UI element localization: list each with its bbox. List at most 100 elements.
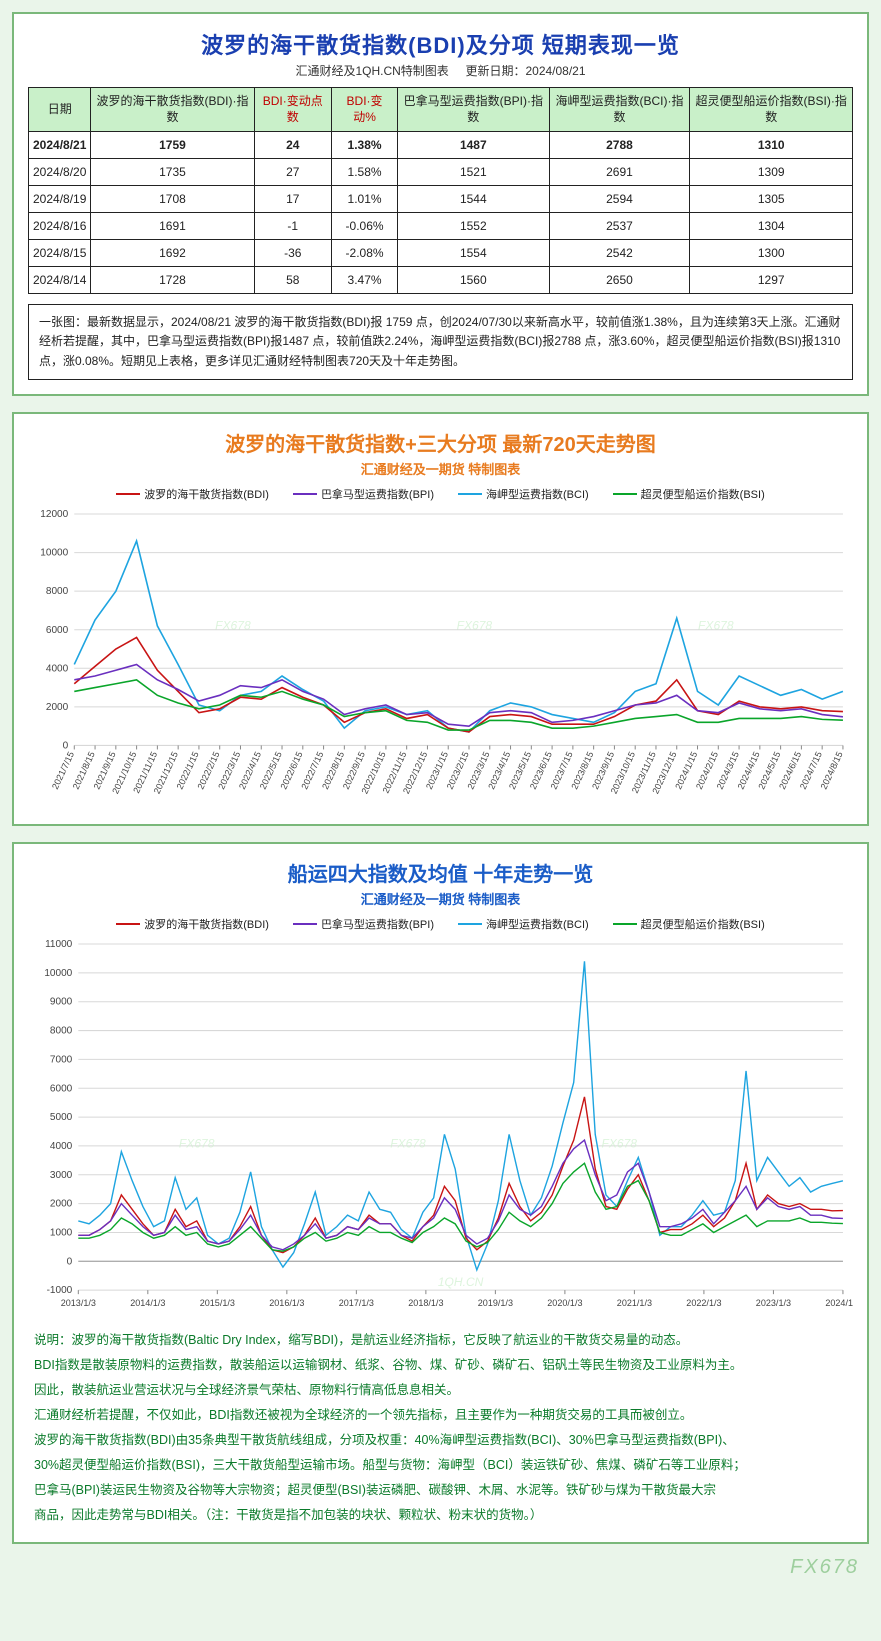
table-row: 2024/8/211759241.38%148727881310 xyxy=(29,132,853,159)
legend-item: 波罗的海干散货指数(BDI) xyxy=(116,486,269,502)
table-cell: 1297 xyxy=(690,267,853,294)
svg-text:2016/1/3: 2016/1/3 xyxy=(269,1298,304,1308)
table-description: 一张图：最新数据显示，2024/08/21 波罗的海干散货指数(BDI)报 17… xyxy=(28,304,853,380)
table-cell: 2650 xyxy=(549,267,690,294)
svg-text:4000: 4000 xyxy=(46,663,69,674)
footer-watermark: FX678 xyxy=(12,1556,869,1579)
legend-item: 超灵便型船运价指数(BSI) xyxy=(613,486,765,502)
svg-text:2000: 2000 xyxy=(46,702,69,713)
chart720-title: 波罗的海干散货指数+三大分项 最新720天走势图 xyxy=(28,428,853,457)
table-cell: 2024/8/20 xyxy=(29,159,91,186)
svg-text:FX678: FX678 xyxy=(601,1136,637,1150)
chart-720-panel: 波罗的海干散货指数+三大分项 最新720天走势图 汇通财经及一期货 特制图表 波… xyxy=(12,412,869,826)
table-cell: 1.58% xyxy=(331,159,397,186)
table-row: 2024/8/141728583.47%156026501297 xyxy=(29,267,853,294)
svg-text:4000: 4000 xyxy=(50,1141,73,1152)
table-header-cell: BDI·变动点数 xyxy=(254,88,331,132)
chart10y-title: 船运四大指数及均值 十年走势一览 xyxy=(28,858,853,887)
legend-item: 海岬型运费指数(BCI) xyxy=(458,916,589,932)
explain-line: BDI指数是散装原物料的运费指数，散装船运以运输钢材、纸浆、谷物、煤、矿砂、磷矿… xyxy=(34,1353,847,1378)
table-row: 2024/8/161691-1-0.06%155225371304 xyxy=(29,213,853,240)
explain-line: 30%超灵便型船运价指数(BSI)，三大干散货船型运输市场。船型与货物：海岬型（… xyxy=(34,1453,847,1478)
svg-text:9000: 9000 xyxy=(50,996,73,1007)
table-cell: 1759 xyxy=(91,132,254,159)
svg-text:FX678: FX678 xyxy=(698,618,734,632)
table-row: 2024/8/191708171.01%154425941305 xyxy=(29,186,853,213)
legend-swatch xyxy=(458,923,482,925)
explain-line: 汇通财经析若提醒，不仅如此，BDI指数还被视为全球经济的一个领先指标，且主要作为… xyxy=(34,1403,847,1428)
table-cell: 2594 xyxy=(549,186,690,213)
svg-text:2013/1/3: 2013/1/3 xyxy=(61,1298,96,1308)
explain-line: 波罗的海干散货指数(BDI)由35条典型干散货航线组成，分项及权重：40%海岬型… xyxy=(34,1428,847,1453)
svg-text:2017/1/3: 2017/1/3 xyxy=(339,1298,374,1308)
table-cell: 1.01% xyxy=(331,186,397,213)
subtitle-left: 汇通财经及1QH.CN特制图表 xyxy=(295,64,448,78)
table-cell: 1309 xyxy=(690,159,853,186)
legend-swatch xyxy=(293,923,317,925)
legend-label: 超灵便型船运价指数(BSI) xyxy=(641,486,765,502)
table-cell: 2024/8/19 xyxy=(29,186,91,213)
table-cell: 2024/8/15 xyxy=(29,240,91,267)
table-cell: 1708 xyxy=(91,186,254,213)
table-cell: 17 xyxy=(254,186,331,213)
svg-text:11000: 11000 xyxy=(45,939,73,950)
chart720-subtitle: 汇通财经及一期货 特制图表 xyxy=(28,459,853,478)
svg-text:7000: 7000 xyxy=(50,1054,73,1065)
table-cell: 24 xyxy=(254,132,331,159)
table-cell: 1487 xyxy=(398,132,549,159)
legend-swatch xyxy=(613,493,637,495)
table-cell: -36 xyxy=(254,240,331,267)
legend-swatch xyxy=(293,493,317,495)
svg-text:FX678: FX678 xyxy=(390,1136,426,1150)
svg-text:-1000: -1000 xyxy=(47,1285,73,1296)
legend-label: 巴拿马型运费指数(BPI) xyxy=(321,486,434,502)
legend-item: 超灵便型船运价指数(BSI) xyxy=(613,916,765,932)
table-header-cell: BDI·变动% xyxy=(331,88,397,132)
legend-label: 巴拿马型运费指数(BPI) xyxy=(321,916,434,932)
table-cell: 2537 xyxy=(549,213,690,240)
svg-text:0: 0 xyxy=(63,740,69,751)
table-cell: 2788 xyxy=(549,132,690,159)
legend-label: 海岬型运费指数(BCI) xyxy=(486,486,589,502)
legend-swatch xyxy=(458,493,482,495)
table-cell: 1.38% xyxy=(331,132,397,159)
table-cell: 2542 xyxy=(549,240,690,267)
table-body: 2024/8/211759241.38%1487278813102024/8/2… xyxy=(29,132,853,294)
table-cell: 1310 xyxy=(690,132,853,159)
explain-line: 因此，散装航运业营运状况与全球经济景气荣枯、原物料行情高低息息相关。 xyxy=(34,1378,847,1403)
table-cell: 1728 xyxy=(91,267,254,294)
svg-text:2019/1/3: 2019/1/3 xyxy=(478,1298,513,1308)
legend-item: 巴拿马型运费指数(BPI) xyxy=(293,486,434,502)
table-cell: -2.08% xyxy=(331,240,397,267)
table-cell: 1552 xyxy=(398,213,549,240)
table-cell: 1735 xyxy=(91,159,254,186)
table-cell: 2024/8/16 xyxy=(29,213,91,240)
chart-10y-panel: 船运四大指数及均值 十年走势一览 汇通财经及一期货 特制图表 波罗的海干散货指数… xyxy=(12,842,869,1544)
table-cell: 2024/8/21 xyxy=(29,132,91,159)
svg-text:3000: 3000 xyxy=(50,1169,73,1180)
legend-swatch xyxy=(116,493,140,495)
chart10y-legend: 波罗的海干散货指数(BDI)巴拿马型运费指数(BPI)海岬型运费指数(BCI)超… xyxy=(28,916,853,932)
table-cell: 1560 xyxy=(398,267,549,294)
svg-text:2024/1/3: 2024/1/3 xyxy=(825,1298,853,1308)
legend-label: 波罗的海干散货指数(BDI) xyxy=(144,486,269,502)
svg-text:0: 0 xyxy=(67,1256,73,1267)
svg-text:2022/1/3: 2022/1/3 xyxy=(686,1298,721,1308)
table-cell: 58 xyxy=(254,267,331,294)
explain-line: 巴拿马(BPI)装运民生物资及谷物等大宗物资；超灵便型(BSI)装运磷肥、碳酸钾… xyxy=(34,1478,847,1503)
subtitle-right: 更新日期：2024/08/21 xyxy=(465,64,585,78)
table-header-cell: 日期 xyxy=(29,88,91,132)
svg-text:12000: 12000 xyxy=(40,509,68,520)
chart720-legend: 波罗的海干散货指数(BDI) 巴拿马型运费指数(BPI) 海岬型运费指数(BCI) 超… xyxy=(28,486,853,502)
table-header-row: 日期波罗的海干散货指数(BDI)·指数BDI·变动点数BDI·变动%巴拿马型运费… xyxy=(29,88,853,132)
explanation-text: 说明：波罗的海干散货指数(Baltic Dry Index，缩写BDI)，是航运… xyxy=(28,1328,853,1528)
table-row: 2024/8/201735271.58%152126911309 xyxy=(29,159,853,186)
table-cell: 1300 xyxy=(690,240,853,267)
table-cell: 27 xyxy=(254,159,331,186)
svg-text:6000: 6000 xyxy=(50,1083,73,1094)
table-cell: 1521 xyxy=(398,159,549,186)
svg-text:FX678: FX678 xyxy=(179,1136,215,1150)
svg-text:8000: 8000 xyxy=(46,586,69,597)
explain-line: 商品，因此走势常与BDI相关。（注：干散货是指不加包装的块状、颗粒状、粉末状的货… xyxy=(34,1503,847,1528)
table-cell: -0.06% xyxy=(331,213,397,240)
